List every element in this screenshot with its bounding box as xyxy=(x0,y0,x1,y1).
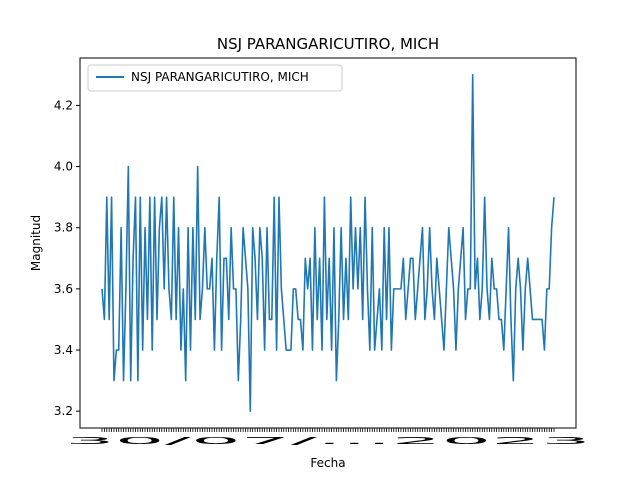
ticks: 3.2 3.4 3.6 3.8 4.0 4.2 30/07/...2023 xyxy=(54,98,591,447)
legend-box xyxy=(87,64,343,92)
legend-label: NSJ PARANGARICUTIRO, MICH xyxy=(131,70,309,84)
y-tick-label-5: 4.2 xyxy=(54,98,73,112)
y-tick-label-1: 3.4 xyxy=(54,343,73,357)
y-tick-label-2: 3.6 xyxy=(54,282,73,296)
plot-area: 3.2 3.4 3.6 3.8 4.0 4.2 30/07/...2023 xyxy=(54,57,591,447)
x-axis-label: Fecha xyxy=(310,456,345,470)
y-tick-label-0: 3.2 xyxy=(54,404,73,418)
y-axis-label: Magnitud xyxy=(29,215,43,271)
y-tick-label-3: 3.8 xyxy=(54,221,73,235)
series-line xyxy=(101,74,555,412)
axes-frame xyxy=(79,57,577,429)
y-tick-label-4: 4.0 xyxy=(54,160,73,174)
chart-title: NSJ PARANGARICUTIRO, MICH xyxy=(217,35,439,53)
x-tick-labels: 30/07/...2023 xyxy=(65,436,591,447)
legend: NSJ PARANGARICUTIRO, MICH xyxy=(87,64,343,92)
